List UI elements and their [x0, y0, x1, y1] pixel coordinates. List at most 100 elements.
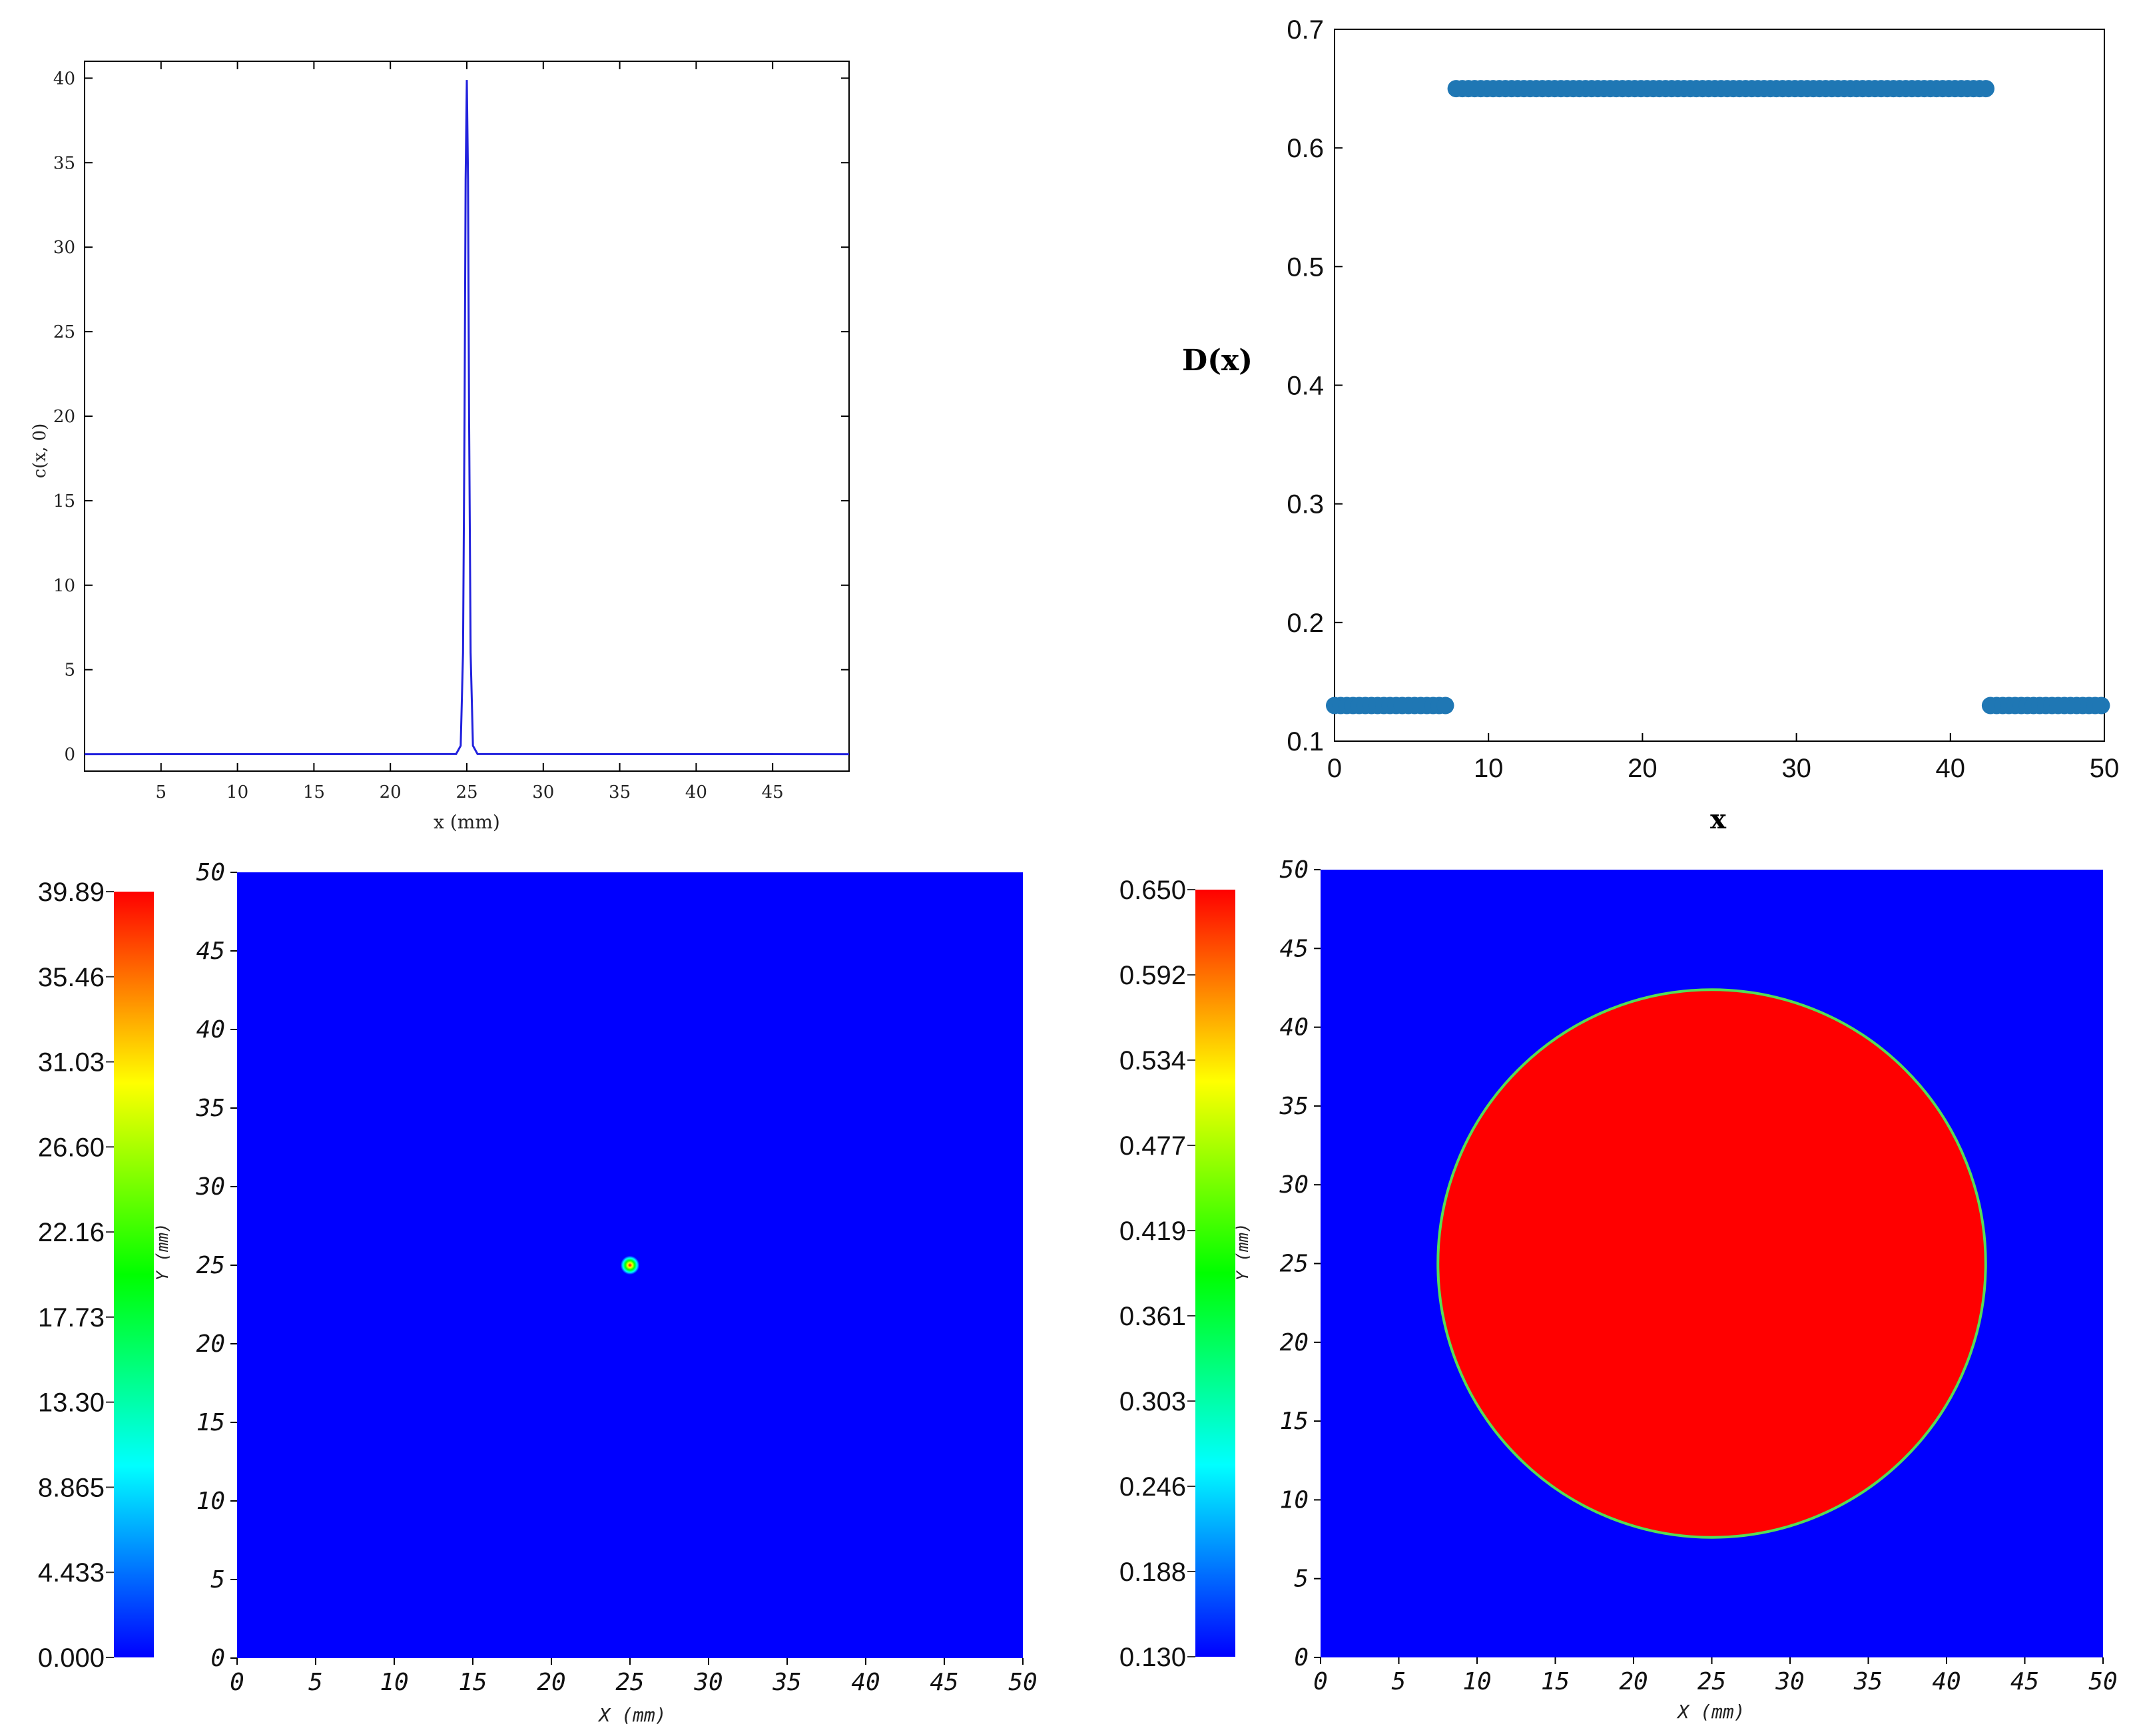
y-tick-label: 0.7 — [1287, 15, 1324, 45]
diffusivity-map-ticks — [1314, 869, 2104, 1664]
y-tick-label: 0.1 — [1287, 727, 1324, 756]
y-tick-label: 30 — [1279, 1171, 1309, 1199]
y-tick-label: 5 — [210, 1566, 225, 1593]
concentration-colorbar-labels: 0.000 4.433 8.865 13.30 17.73 22.16 26.60 31.03… — [38, 878, 114, 1673]
x-tick-label: 5 — [1392, 1668, 1406, 1695]
y-tick-label: 10 — [1280, 1486, 1309, 1514]
colorbar-tick-label: 35.46 — [38, 963, 105, 992]
y-tick-label: 10 — [53, 576, 75, 596]
colorbar-tick-label: 0.188 — [1119, 1558, 1186, 1587]
x-tick-label: 25 — [1697, 1668, 1726, 1695]
x-tick-label: 20 — [1628, 754, 1658, 783]
y-tick-label: 0.2 — [1287, 609, 1324, 638]
x-tick-label: 35 — [1853, 1668, 1883, 1695]
y-tick-label: 25 — [1280, 1251, 1309, 1278]
y-tick-label: 0 — [64, 745, 75, 765]
diffusivity-colorbar-labels: 0.130 0.188 0.246 0.303 0.361 0.419 0.477 0.534… — [1119, 876, 1195, 1672]
colorbar-tick-label: 13.30 — [38, 1388, 105, 1418]
y-tick-label: 50 — [196, 859, 225, 886]
colorbar-tick-label: 4.433 — [38, 1558, 105, 1588]
x-tick-label: 25 — [615, 1669, 644, 1696]
y-tick-label: 50 — [1280, 856, 1309, 884]
diffusivity-heatmap-panel: 0.130 0.188 0.246 0.303 0.361 0.419 0.477 0.534… — [1119, 856, 2118, 1723]
x-tick-label: 5 — [308, 1669, 323, 1696]
y-tick-label: 15 — [196, 1409, 225, 1436]
x-tick-label: 40 — [685, 782, 707, 802]
y-tick-label: 45 — [1280, 935, 1309, 962]
y-tick-label: 15 — [53, 491, 75, 511]
colorbar-tick-label: 31.03 — [38, 1048, 105, 1077]
colorbar-tick-label: 0.361 — [1119, 1302, 1186, 1331]
x-tick-label: 35 — [772, 1669, 801, 1696]
y-tick-label: 0 — [1294, 1644, 1309, 1671]
x-tick-label: 50 — [2088, 1668, 2117, 1695]
line-series — [84, 80, 850, 756]
colorbar-tick-label: 0.000 — [38, 1643, 105, 1673]
concentration-map-ylabel: Y (mm) — [153, 1223, 172, 1281]
x-tick-label: 35 — [609, 782, 631, 802]
colorbar-tick-label: 0.419 — [1119, 1217, 1186, 1246]
y-tick-label: 20 — [196, 1330, 225, 1358]
colorbar-tick-label: 0.592 — [1119, 961, 1186, 990]
line-chart-xlabel: x (mm) — [434, 811, 500, 833]
y-tick-label: 30 — [53, 238, 75, 258]
line-chart-frame — [84, 61, 850, 772]
line-chart-tick-labels: 5 10 15 20 25 30 35 40 45 0 5 10 15 20 25 30 35 40 — [53, 69, 784, 802]
colorbar-tick-label: 0.130 — [1119, 1643, 1186, 1672]
y-tick-label: 0 — [210, 1645, 225, 1672]
scatter-chart-panel: 0 10 20 30 40 50 0.1 0.2 0.3 0.4 0.5 0.6 0.7 x D(x) — [1182, 15, 2119, 835]
colorbar-tick-label: 0.650 — [1119, 876, 1186, 905]
diffusivity-disk — [1436, 988, 1987, 1539]
diffusivity-map-ylabel: Y (mm) — [1233, 1223, 1252, 1281]
x-tick-label: 40 — [1932, 1668, 1961, 1695]
diffusivity-map-tick-labels: 00 5 5 10 10 15 15 20 20 25 25 30 30 35 35 40 40 45 45 50 50 — [1279, 856, 2118, 1695]
x-tick-label: 40 — [1936, 754, 1966, 783]
x-tick-label: 45 — [762, 782, 784, 802]
y-tick-label: 40 — [196, 1016, 225, 1043]
colorbar-tick-label: 22.16 — [38, 1218, 105, 1247]
concentration-spot — [620, 1255, 640, 1275]
concentration-colorbar — [114, 892, 154, 1657]
y-tick-label: 0.5 — [1287, 252, 1324, 282]
y-tick-label: 35 — [1279, 1093, 1309, 1120]
scatter-chart-frame — [1334, 29, 2105, 742]
x-tick-label: 0 — [1327, 754, 1342, 783]
y-tick-label: 40 — [1280, 1014, 1309, 1041]
x-tick-label: 10 — [1462, 1668, 1491, 1695]
x-tick-label: 20 — [1619, 1668, 1648, 1695]
x-tick-label: 0 — [1313, 1668, 1328, 1695]
concentration-map-ticks — [230, 872, 1024, 1665]
colorbar-tick-label: 39.89 — [38, 878, 105, 907]
y-tick-label: 5 — [1294, 1566, 1309, 1593]
scatter-chart-tick-labels: 0 10 20 30 40 50 0.1 0.2 0.3 0.4 0.5 0.6 0.7 — [1287, 15, 2119, 783]
scatter-point — [1977, 80, 1994, 98]
y-tick-label: 10 — [196, 1488, 225, 1515]
x-tick-label: 50 — [2090, 754, 2120, 783]
x-tick-label: 50 — [1008, 1669, 1037, 1696]
y-tick-label: 20 — [53, 407, 75, 427]
x-tick-label: 20 — [380, 782, 402, 802]
colorbar-tick-label: 8.865 — [38, 1473, 105, 1502]
line-chart-ylabel: c(x, 0) — [30, 424, 50, 479]
line-chart-panel: 5 10 15 20 25 30 35 40 45 0 5 10 15 20 25 30 35 40 x (mm)… — [30, 61, 850, 833]
y-tick-label: 45 — [196, 938, 225, 965]
colorbar-tick-label: 0.477 — [1119, 1131, 1186, 1161]
y-tick-label: 30 — [196, 1173, 225, 1201]
scatter-chart-ticks — [1334, 29, 2105, 742]
y-tick-label: 0.3 — [1287, 490, 1324, 519]
scatter-chart-xlabel: x — [1710, 804, 1727, 835]
x-tick-label: 10 — [380, 1669, 408, 1696]
y-tick-label: 15 — [1280, 1408, 1309, 1435]
colorbar-tick-label: 26.60 — [38, 1133, 105, 1162]
x-tick-label: 45 — [2010, 1668, 2039, 1695]
y-tick-label: 35 — [196, 1095, 225, 1122]
concentration-heatmap-panel: 0.000 4.433 8.865 13.30 17.73 22.16 26.60 31.03… — [38, 859, 1038, 1726]
x-tick-label: 30 — [532, 782, 554, 802]
x-tick-label: 20 — [537, 1669, 565, 1696]
y-tick-label: 0.4 — [1287, 372, 1324, 401]
x-tick-label: 25 — [456, 782, 477, 802]
x-tick-label: 10 — [226, 782, 248, 802]
concentration-map-tick-labels: 00 5 5 10 10 15 15 20 20 25 25 30 30 35 35 40 40 45 45 50 50 — [196, 859, 1038, 1696]
colorbar-tick-label: 0.246 — [1119, 1472, 1186, 1502]
